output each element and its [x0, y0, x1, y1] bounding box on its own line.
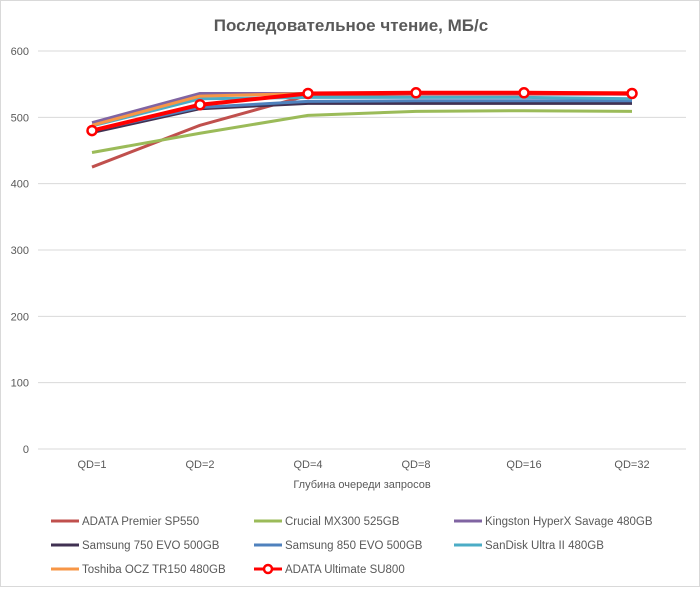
series-line: [91, 101, 632, 135]
data-point: [194, 98, 206, 111]
x-tick-label: QD=4: [293, 459, 322, 471]
x-tick-label: QD=16: [506, 459, 541, 471]
legend-label: Samsung 750 EVO 500GB: [82, 540, 220, 552]
y-tick-label: 0: [23, 444, 29, 456]
y-tick-label: 600: [11, 46, 29, 58]
data-point: [410, 87, 422, 99]
legend-label: Toshiba OCZ TR150 480GB: [82, 564, 226, 576]
series-line: [91, 109, 633, 154]
legend-label: Crucial MX300 525GB: [285, 516, 400, 528]
chart-title: Последовательное чтение, МБ/с: [214, 16, 488, 35]
legend-marker: [262, 563, 274, 575]
y-tick-label: 400: [11, 179, 29, 191]
y-tick-label: 100: [11, 378, 29, 390]
y-tick-label: 300: [11, 245, 29, 257]
legend-label: SanDisk Ultra II 480GB: [485, 540, 604, 552]
data-point: [86, 124, 98, 137]
data-point: [302, 87, 314, 100]
x-tick-label: QD=8: [401, 459, 430, 471]
series-line: [91, 90, 633, 133]
series-line: [91, 99, 632, 133]
legend-label: Samsung 850 EVO 500GB: [285, 540, 423, 552]
legend-label: ADATA Premier SP550: [82, 516, 199, 528]
x-tick-label: QD=32: [614, 459, 649, 471]
legend-label: Kingston HyperX Savage 480GB: [485, 516, 653, 528]
x-tick-label: QD=2: [185, 459, 214, 471]
x-tick-label: QD=1: [77, 459, 106, 471]
series-line: [91, 95, 633, 128]
y-tick-label: 500: [11, 112, 29, 124]
x-axis-label: Глубина очереди запросов: [293, 479, 431, 491]
data-point: [518, 87, 530, 99]
data-point: [626, 87, 638, 100]
y-tick-label: 200: [11, 311, 29, 323]
legend-label: ADATA Ultimate SU800: [285, 564, 405, 576]
